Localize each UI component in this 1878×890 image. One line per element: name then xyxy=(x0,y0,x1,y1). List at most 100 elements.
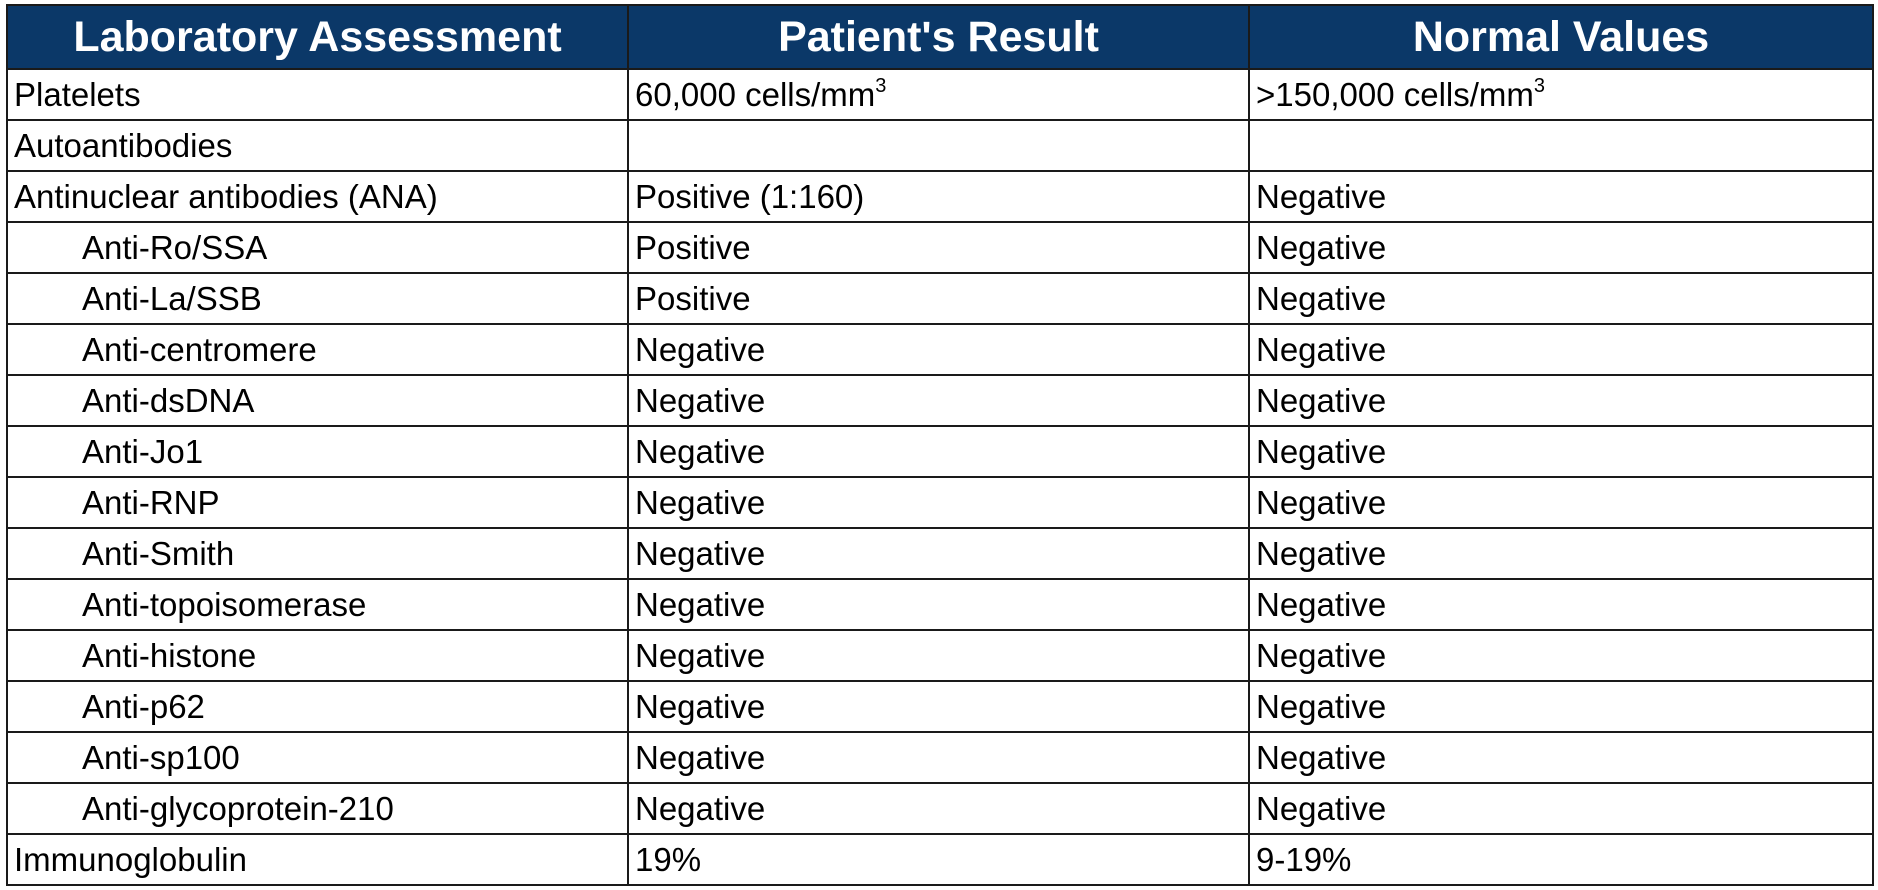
table-row: Anti-Smith Negative Negative xyxy=(6,527,1874,580)
test-name-cell: Anti-La/SSB xyxy=(6,272,629,325)
result-cell: Negative xyxy=(627,629,1250,682)
normal-cell: Negative xyxy=(1248,323,1874,376)
result-cell: 19% xyxy=(627,833,1250,886)
result-superscript: 3 xyxy=(875,74,887,97)
test-name-cell: Platelets xyxy=(6,68,629,121)
normal-value: Negative xyxy=(1256,228,1387,266)
header-row: Laboratory Assessment Patient's Result N… xyxy=(6,4,1874,70)
normal-cell: Negative xyxy=(1248,170,1874,223)
normal-cell: Negative xyxy=(1248,731,1874,784)
test-name: Anti-RNP xyxy=(82,483,220,521)
table-body: Platelets 60,000 cells/mm3 >150,000 cell… xyxy=(6,68,1874,886)
normal-value: Negative xyxy=(1256,636,1387,674)
result-cell xyxy=(627,119,1250,172)
result-value: Negative xyxy=(635,432,766,470)
normal-cell: Negative xyxy=(1248,629,1874,682)
result-cell: Negative xyxy=(627,782,1250,835)
table-row: Autoantibodies xyxy=(6,119,1874,172)
test-name: Anti-Smith xyxy=(82,534,235,572)
header-laboratory-assessment: Laboratory Assessment xyxy=(6,4,629,70)
result-value: 60,000 cells/mm xyxy=(635,75,876,113)
table-row: Anti-dsDNA Negative Negative xyxy=(6,374,1874,427)
test-name-cell: Anti-Smith xyxy=(6,527,629,580)
normal-value: Negative xyxy=(1256,789,1387,827)
test-name: Anti-p62 xyxy=(82,687,205,725)
table-row: Anti-p62 Negative Negative xyxy=(6,680,1874,733)
normal-value: Negative xyxy=(1256,177,1387,215)
result-value: Negative xyxy=(635,789,766,827)
result-value: 19% xyxy=(635,840,702,878)
test-name: Anti-La/SSB xyxy=(82,279,262,317)
result-value: Negative xyxy=(635,381,766,419)
normal-value: Negative xyxy=(1256,279,1387,317)
normal-value: Negative xyxy=(1256,687,1387,725)
table-row: Anti-glycoprotein-210 Negative Negative xyxy=(6,782,1874,835)
result-cell: Negative xyxy=(627,527,1250,580)
test-name: Anti-centromere xyxy=(82,330,317,368)
normal-value: Negative xyxy=(1256,738,1387,776)
table-row: Immunoglobulin 19% 9-19% xyxy=(6,833,1874,886)
result-cell: Negative xyxy=(627,323,1250,376)
test-name-cell: Anti-centromere xyxy=(6,323,629,376)
test-name: Autoantibodies xyxy=(14,126,233,164)
table-row: Anti-topoisomerase Negative Negative xyxy=(6,578,1874,631)
test-name-cell: Immunoglobulin xyxy=(6,833,629,886)
normal-superscript: 3 xyxy=(1533,74,1546,97)
normal-value: 9-19% xyxy=(1256,840,1352,878)
result-cell: Negative xyxy=(627,578,1250,631)
normal-cell: Negative xyxy=(1248,680,1874,733)
result-value: Negative xyxy=(635,483,766,521)
table-row: Anti-RNP Negative Negative xyxy=(6,476,1874,529)
test-name-cell: Anti-Jo1 xyxy=(6,425,629,478)
result-value: Positive (1:160) xyxy=(635,177,865,215)
result-value: Positive xyxy=(635,228,751,266)
normal-cell: Negative xyxy=(1248,374,1874,427)
normal-cell: >150,000 cells/mm3 xyxy=(1248,68,1874,121)
result-value: Negative xyxy=(635,687,766,725)
table-row: Anti-centromere Negative Negative xyxy=(6,323,1874,376)
test-name: Anti-dsDNA xyxy=(82,381,255,419)
normal-cell: Negative xyxy=(1248,476,1874,529)
result-cell: Negative xyxy=(627,374,1250,427)
normal-value: Negative xyxy=(1256,534,1387,572)
test-name-cell: Anti-topoisomerase xyxy=(6,578,629,631)
header-normal-values: Normal Values xyxy=(1248,4,1874,70)
test-name-cell: Anti-sp100 xyxy=(6,731,629,784)
normal-cell xyxy=(1248,119,1874,172)
result-cell: 60,000 cells/mm3 xyxy=(627,68,1250,121)
test-name: Anti-sp100 xyxy=(82,738,240,776)
result-value: Negative xyxy=(635,636,766,674)
test-name-cell: Anti-histone xyxy=(6,629,629,682)
test-name: Anti-Ro/SSA xyxy=(82,228,268,266)
normal-value: Negative xyxy=(1256,585,1387,623)
table-row: Anti-histone Negative Negative xyxy=(6,629,1874,682)
table-header: Laboratory Assessment Patient's Result N… xyxy=(6,4,1874,70)
normal-cell: Negative xyxy=(1248,425,1874,478)
lab-results-table: Laboratory Assessment Patient's Result N… xyxy=(6,4,1874,886)
test-name: Anti-topoisomerase xyxy=(82,585,367,623)
test-name: Antinuclear antibodies (ANA) xyxy=(14,177,438,215)
normal-cell: 9-19% xyxy=(1248,833,1874,886)
result-cell: Negative xyxy=(627,680,1250,733)
result-value: Negative xyxy=(635,585,766,623)
result-value: Negative xyxy=(635,330,766,368)
table-row: Anti-La/SSB Positive Negative xyxy=(6,272,1874,325)
normal-value: Negative xyxy=(1256,483,1387,521)
result-cell: Positive xyxy=(627,272,1250,325)
table-row: Anti-Ro/SSA Positive Negative xyxy=(6,221,1874,274)
table-row: Anti-sp100 Negative Negative xyxy=(6,731,1874,784)
test-name-cell: Anti-dsDNA xyxy=(6,374,629,427)
test-name-cell: Autoantibodies xyxy=(6,119,629,172)
table-row: Antinuclear antibodies (ANA) Positive (1… xyxy=(6,170,1874,223)
normal-cell: Negative xyxy=(1248,272,1874,325)
test-name: Immunoglobulin xyxy=(14,840,247,878)
result-cell: Negative xyxy=(627,731,1250,784)
normal-value: Negative xyxy=(1256,432,1387,470)
normal-cell: Negative xyxy=(1248,527,1874,580)
test-name-cell: Antinuclear antibodies (ANA) xyxy=(6,170,629,223)
result-value: Negative xyxy=(635,738,766,776)
normal-value: Negative xyxy=(1256,330,1387,368)
table-row: Anti-Jo1 Negative Negative xyxy=(6,425,1874,478)
test-name: Platelets xyxy=(14,75,141,113)
result-cell: Positive xyxy=(627,221,1250,274)
